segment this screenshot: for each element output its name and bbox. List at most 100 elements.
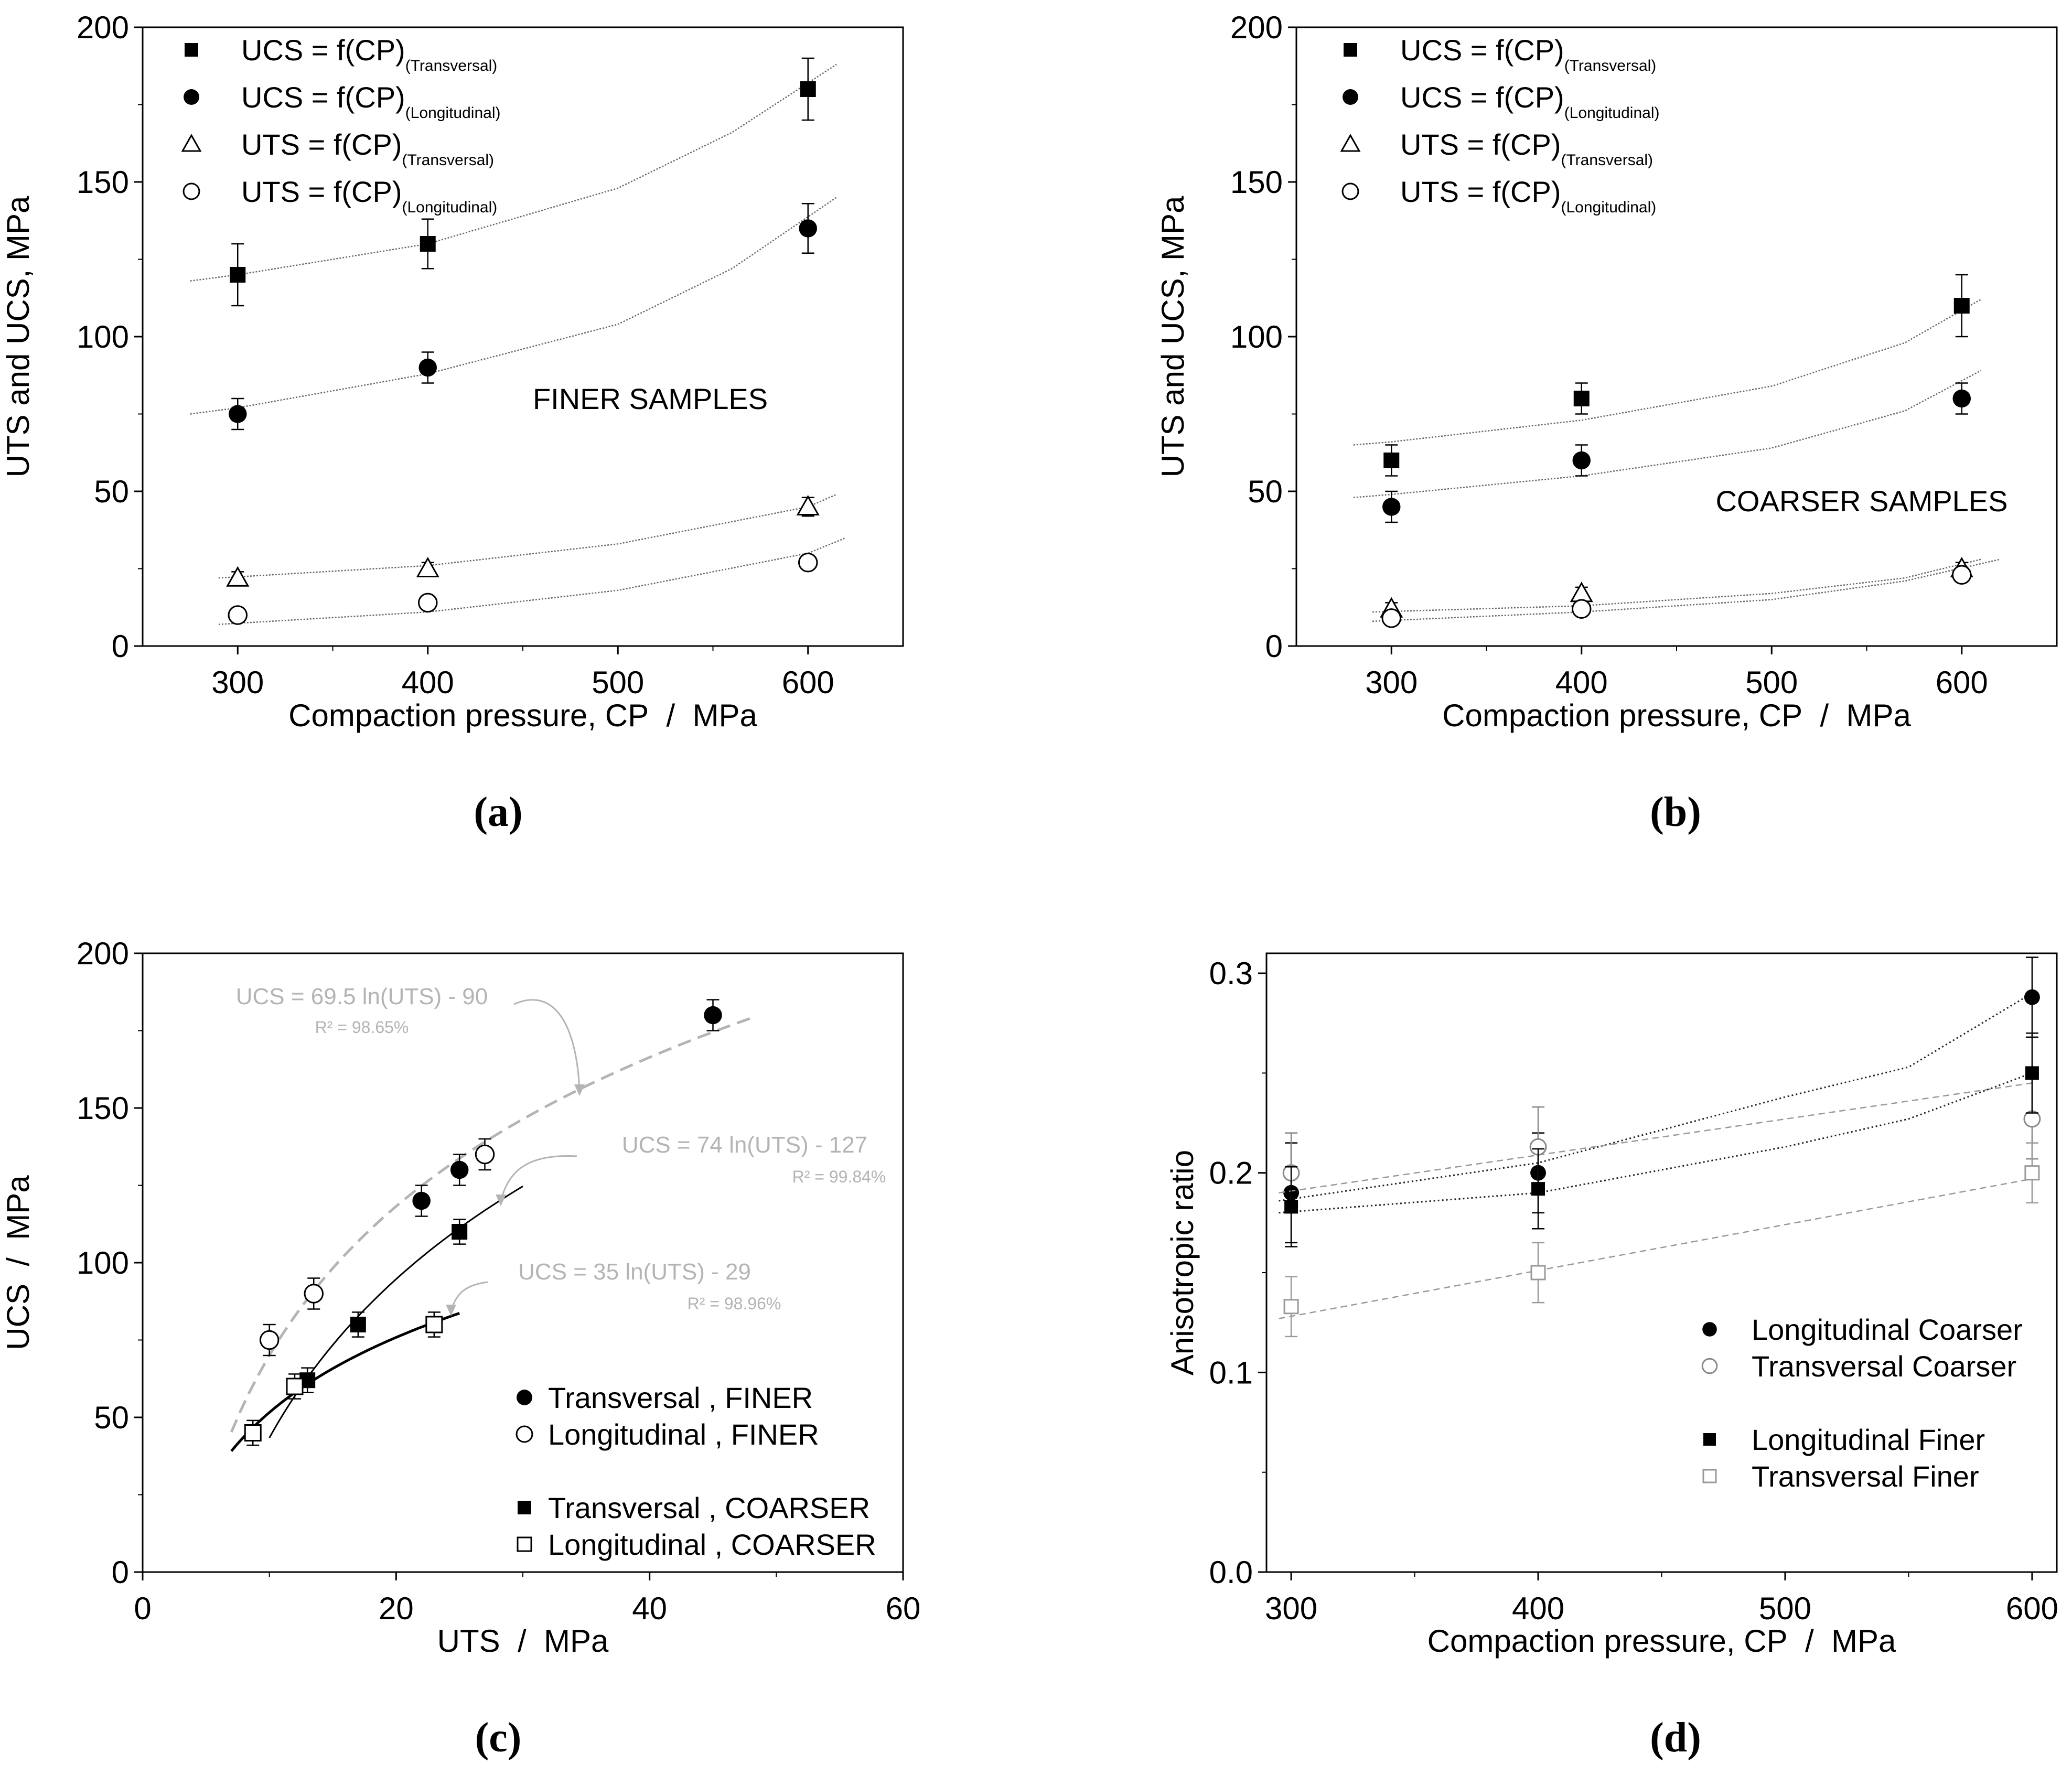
legend-marker bbox=[1341, 182, 1359, 200]
legend-label: Longitudinal Coarser bbox=[1752, 1313, 2023, 1346]
x-tick-label: 40 bbox=[632, 1591, 667, 1626]
legend-label: UTS = f(CP)(Transversal) bbox=[1400, 128, 1653, 169]
arrow-head bbox=[496, 1195, 506, 1206]
x-tick-label: 300 bbox=[1265, 1591, 1317, 1626]
plot-frame bbox=[142, 26, 904, 647]
y-tick-label: 200 bbox=[1230, 10, 1283, 45]
y-axis-label: UCS / MPa bbox=[1, 1175, 36, 1350]
annotation-arrow bbox=[500, 1155, 577, 1201]
data-point bbox=[304, 1284, 324, 1304]
y-tick-label: 100 bbox=[77, 1245, 129, 1281]
panel-caption: (b) bbox=[1650, 789, 1701, 835]
series-2 bbox=[218, 493, 837, 587]
series-3 bbox=[244, 1311, 443, 1446]
fit-curve bbox=[1279, 1072, 2033, 1214]
equation-label: UCS = 35 ln(UTS) - 29 bbox=[518, 1259, 751, 1285]
y-tick-label: 50 bbox=[94, 474, 129, 509]
sample-annotation: FINER SAMPLES bbox=[533, 382, 768, 415]
data-point bbox=[2024, 989, 2040, 1005]
x-tick-label: 300 bbox=[1365, 665, 1418, 700]
legend-label: Longitudinal Finer bbox=[1752, 1423, 1985, 1456]
data-point bbox=[420, 236, 436, 252]
fit-curve bbox=[1279, 992, 2033, 1202]
fit-curve bbox=[1372, 558, 1981, 613]
x-tick-label: 600 bbox=[782, 665, 834, 700]
arrow-head bbox=[446, 1305, 456, 1316]
legend-marker bbox=[1702, 1469, 1717, 1483]
y-tick-label: 200 bbox=[77, 936, 129, 971]
y-tick-label: 200 bbox=[77, 10, 129, 45]
y-tick-label: 100 bbox=[77, 319, 129, 354]
legend-label: Longitudinal , COARSER bbox=[548, 1528, 876, 1561]
fit-curve bbox=[1372, 558, 2000, 622]
data-point bbox=[1572, 599, 1592, 619]
x-axis-label: UTS / MPa bbox=[437, 1623, 609, 1659]
data-point bbox=[412, 1191, 431, 1210]
y-tick-label: 0.1 bbox=[1209, 1355, 1253, 1390]
data-point bbox=[2025, 1066, 2039, 1080]
data-point bbox=[418, 593, 438, 613]
data-point bbox=[1952, 565, 1972, 585]
series-3 bbox=[1279, 1142, 2040, 1338]
y-tick-label: 150 bbox=[77, 165, 129, 200]
x-tick-label: 500 bbox=[1745, 665, 1798, 700]
data-point bbox=[475, 1144, 495, 1165]
series-0 bbox=[412, 999, 722, 1217]
data-point bbox=[1382, 498, 1401, 516]
x-axis-label: Compaction pressure, CP / MPa bbox=[1427, 1623, 1896, 1659]
chart-a: 300 400 500 600 0 50 100 150 200 Compaction press… bbox=[1, 10, 904, 835]
series-0 bbox=[1279, 956, 2040, 1244]
data-point bbox=[704, 1006, 722, 1025]
fit-curve bbox=[218, 493, 837, 579]
data-point bbox=[244, 1424, 262, 1441]
y-tick-label: 100 bbox=[1230, 319, 1283, 354]
legend-marker bbox=[517, 1390, 532, 1405]
data-point bbox=[1570, 582, 1593, 602]
series-0 bbox=[1353, 274, 1981, 477]
legend-label: Transversal , FINER bbox=[548, 1381, 813, 1414]
arrow-head bbox=[574, 1084, 585, 1096]
series-0 bbox=[190, 57, 837, 307]
series-1 bbox=[1353, 370, 1981, 523]
fit-curve bbox=[1353, 370, 1981, 499]
x-tick-label: 600 bbox=[2006, 1591, 2058, 1626]
y-tick-label: 0 bbox=[112, 629, 129, 664]
legend-marker bbox=[181, 134, 202, 152]
x-tick-label: 400 bbox=[1512, 1591, 1564, 1626]
legend-label: UCS = f(CP)(Transversal) bbox=[1400, 34, 1656, 74]
legend-marker bbox=[517, 1536, 532, 1552]
legend-label: UTS = f(CP)(Longitudinal) bbox=[1400, 175, 1656, 216]
data-point bbox=[2024, 1165, 2040, 1181]
legend-marker bbox=[1344, 43, 1357, 57]
fit-curve bbox=[1279, 1082, 2033, 1194]
legend-marker bbox=[1703, 1433, 1716, 1446]
legend-marker bbox=[516, 1425, 533, 1443]
r2-label: R² = 99.84% bbox=[792, 1167, 886, 1186]
legend-label: UCS = f(CP)(Transversal) bbox=[241, 34, 497, 74]
x-tick-label: 20 bbox=[379, 1591, 414, 1626]
fit-curve bbox=[1353, 299, 1981, 446]
legend-label: Longitudinal , FINER bbox=[548, 1418, 819, 1451]
fit-curve-1 bbox=[269, 1186, 523, 1438]
plot-frame bbox=[1295, 26, 2058, 647]
y-axis-label: UTS and UCS, MPa bbox=[1155, 196, 1190, 477]
data-point bbox=[1531, 1182, 1545, 1196]
fit-curve bbox=[218, 537, 846, 625]
data-point bbox=[226, 566, 250, 587]
data-point bbox=[798, 552, 818, 573]
panel-caption: (a) bbox=[474, 789, 522, 835]
annotation-arrow bbox=[513, 999, 581, 1091]
data-point bbox=[1953, 298, 1970, 314]
data-point bbox=[1572, 451, 1591, 470]
equation-label: UCS = 69.5 ln(UTS) - 90 bbox=[236, 984, 488, 1009]
y-tick-label: 50 bbox=[1248, 474, 1283, 509]
data-point bbox=[229, 405, 247, 423]
panel-caption: (c) bbox=[475, 1715, 522, 1761]
x-axis-label: Compaction pressure, CP / MPa bbox=[288, 698, 757, 733]
data-point bbox=[1530, 1265, 1546, 1281]
data-point bbox=[228, 605, 248, 625]
legend-label: UTS = f(CP)(Longitudinal) bbox=[241, 175, 497, 216]
chart-d: 300 400 500 600 0.0 0.1 0.2 0.3 Compaction press… bbox=[1165, 952, 2058, 1761]
data-point bbox=[230, 267, 246, 283]
y-tick-label: 0.0 bbox=[1209, 1555, 1253, 1590]
